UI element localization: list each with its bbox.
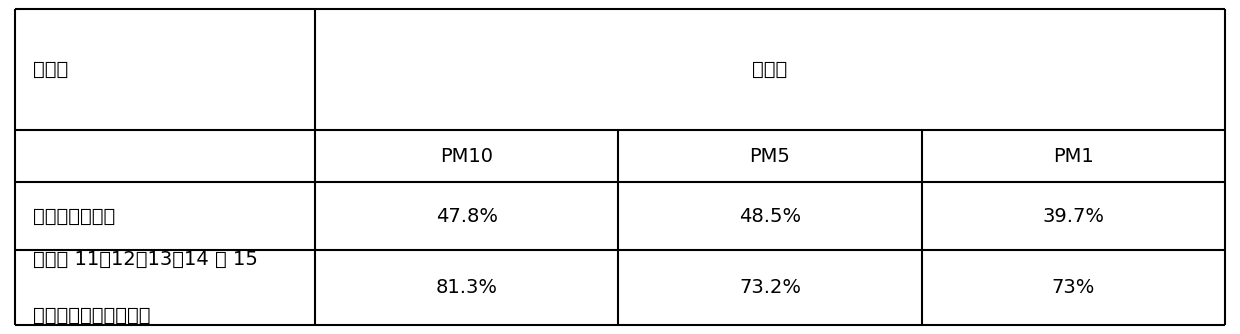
Text: 传统表面活性剂: 传统表面活性剂 [33, 206, 115, 225]
Text: 除尘剂: 除尘剂 [33, 60, 68, 79]
Text: 除尘率: 除尘率 [753, 60, 787, 79]
Text: PM10: PM10 [440, 147, 494, 166]
Text: 81.3%: 81.3% [435, 278, 497, 297]
Text: PM5: PM5 [749, 147, 790, 166]
Text: 制备的除尘脖瞅活性剂: 制备的除尘脖瞅活性剂 [33, 306, 150, 325]
Text: 47.8%: 47.8% [435, 206, 497, 225]
Text: PM1: PM1 [1053, 147, 1094, 166]
Text: 39.7%: 39.7% [1043, 206, 1105, 225]
Text: 73%: 73% [1052, 278, 1095, 297]
Text: 实施例 11、12、13、14 或 15: 实施例 11、12、13、14 或 15 [33, 250, 258, 269]
Text: 73.2%: 73.2% [739, 278, 801, 297]
Text: 48.5%: 48.5% [739, 206, 801, 225]
